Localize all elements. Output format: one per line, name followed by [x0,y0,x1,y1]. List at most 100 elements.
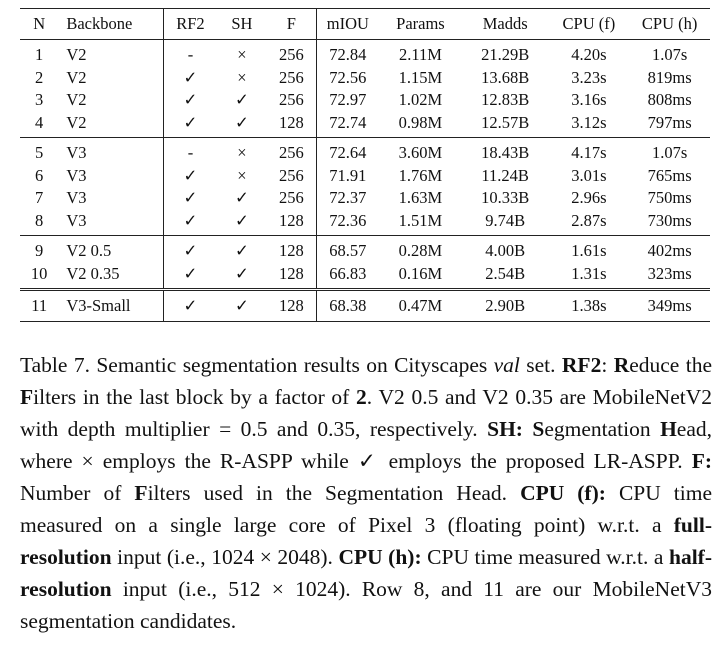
cell-sh: ✓ [216,111,268,138]
cell-params: 0.98M [379,111,462,138]
cell-cpu-f: 3.01s [571,165,607,185]
cell-rf2: - [163,39,217,67]
cell-sh: ✓ [216,209,268,236]
cell-rf2: ✓ [163,289,217,322]
caption-text: Number of [20,480,135,505]
caption-text: educe the [629,352,712,377]
cell-f: 256 [278,165,304,185]
caption-bold-h: H [660,416,677,441]
table-group-v2: 1 V2- × 256 72.84 2.11M 21.29B 4.20s 1.07s 2 V2 ✓ × 2… [20,39,710,138]
table-row: 5 V3 - × 256 72.64 3.60M 18.43B 4.17s 1.07s [20,137,710,165]
cell-f: 128 [278,241,304,260]
cell-backbone: V3 [66,143,87,162]
header-cpu-h: CPU (h) [629,8,710,40]
cell-backbone: V2 [66,45,87,64]
cell-backbone: V3 [66,165,87,185]
cell-params: 1.02M [398,90,443,109]
caption-bold-f-initial: F [134,480,148,505]
cell-miou: 72.97 [315,89,380,112]
header-params: Params [379,8,462,40]
cell-params: 1.76M [398,165,443,185]
cell-params: 0.28M [398,241,443,260]
cell-madds: 13.68B [481,67,530,87]
caption-text: : [601,352,614,377]
cell-params: 0.47M [379,289,462,322]
cell-madds: 12.83B [481,90,530,109]
caption-text: input (i.e., 512 × 1024). Row 8, and 11 … [20,576,712,633]
caption-text: ead, where × employs the R-ASPP while ✓ … [20,416,713,473]
cell-miou: 72.56 [315,66,380,89]
cell-sh: × [237,45,247,64]
cell-madds: 2.90B [461,289,549,322]
cell-miou: 72.64 [315,137,380,165]
cell-cpu-h: 1.07s [651,143,688,162]
cell-miou: 68.57 [315,235,380,263]
caption-text: Table 7. Semantic segmentation results o… [20,352,494,377]
cell-cpu-f: 3.12s [548,111,630,138]
cell-params: 2.11M [398,45,442,64]
cell-rf2: ✓ [163,235,217,263]
cell-params: 1.15M [398,67,443,87]
cell-rf2: ✓ [163,187,217,210]
table-row: 10 V2 0.35 ✓ ✓ 128 66.83 0.16M 2.54B 1.31s 323ms [20,262,710,291]
cell-cpu-f: 1.31s [548,262,630,291]
cell-madds: 10.33B [481,188,530,207]
cell-f: 256 [278,90,304,109]
cell-miou: 72.36 [315,209,380,236]
cell-miou: 72.84 [315,39,380,67]
caption-text: CPU time measured on a single large core… [20,480,713,537]
table-row: 6 V3 ✓ × 256 71.91 1.76M 11.24B 3.01s 765ms [20,164,710,187]
table-row: 4 V2 ✓ ✓ 128 72.74 0.98M 12.57B 3.12s 797ms [20,111,710,138]
table-header-row: N Backbone RF2 SH F mIOU Params Madds CP… [20,8,710,40]
table-group-v3-small: 11 V3-Small ✓ ✓ 128 68.38 0.47M 2.90B 1.38s 349ms [20,289,710,322]
cell-params: 0.16M [379,262,462,291]
caption-text: CPU time measured w.r.t. a [421,544,669,569]
cell-cpu-f: 2.87s [548,209,630,236]
cell-madds: 21.29B [481,45,530,64]
caption-bold-half-resolution: half-resolution [20,544,712,601]
cell-rf2: ✓ [163,89,217,112]
cell-f: 128 [267,262,317,291]
cell-n: 9 [35,241,44,260]
cell-backbone: V2 0.35 [58,262,164,291]
cell-miou: 68.38 [315,289,380,322]
caption-text: ilters in the last block by a factor of [33,384,357,409]
table-row: 9 V2 0.5 ✓ ✓ 128 68.57 0.28M 4.00B 1.61s 402ms [20,235,710,263]
header-sh: SH [216,8,268,40]
cell-sh: ✓ [234,241,249,260]
results-table: N Backbone RF2 SH F mIOU Params Madds CP… [20,8,710,322]
cell-backbone: V3-Small [58,289,164,322]
cell-sh: × [237,67,247,87]
cell-cpu-h: 730ms [629,209,710,236]
cell-sh: × [237,165,247,185]
cell-madds: 4.00B [485,241,526,260]
cell-rf2: ✓ [163,66,217,89]
cell-cpu-h: 797ms [629,111,710,138]
cell-cpu-f: 1.61s [571,241,607,260]
cell-sh: ✓ [216,262,268,291]
table-row: 8 V3 ✓ ✓ 128 72.36 1.51M 9.74B 2.87s 730ms [20,209,710,236]
cell-madds: 11.24B [481,165,529,185]
cell-cpu-h: 819ms [647,67,692,87]
cell-cpu-f: 4.17s [571,143,607,162]
cell-n: 6 [35,165,44,185]
cell-n: 10 [20,262,59,291]
caption-text: . V2 0.5 and V2 0.35 are MobileNetV2 wit… [20,384,712,441]
cell-sh: × [237,143,247,162]
cell-rf2: ✓ [163,164,217,187]
caption-bold-2: 2 [356,384,367,409]
cell-n: 2 [35,67,44,87]
cell-f: 256 [278,67,304,87]
header-rf2: RF2 [163,8,217,40]
cell-cpu-h: 765ms [647,165,692,185]
caption-italic-val: val [493,352,520,377]
cell-sh: ✓ [216,289,268,322]
header-cpu-f: CPU (f) [548,8,630,40]
header-miou: mIOU [315,8,380,40]
cell-madds: 12.57B [461,111,549,138]
cell-rf2: - [163,137,217,165]
cell-cpu-h: 323ms [629,262,710,291]
caption-text: egmentation [544,416,661,441]
cell-cpu-f: 3.23s [571,67,607,87]
cell-cpu-f: 1.38s [548,289,630,322]
